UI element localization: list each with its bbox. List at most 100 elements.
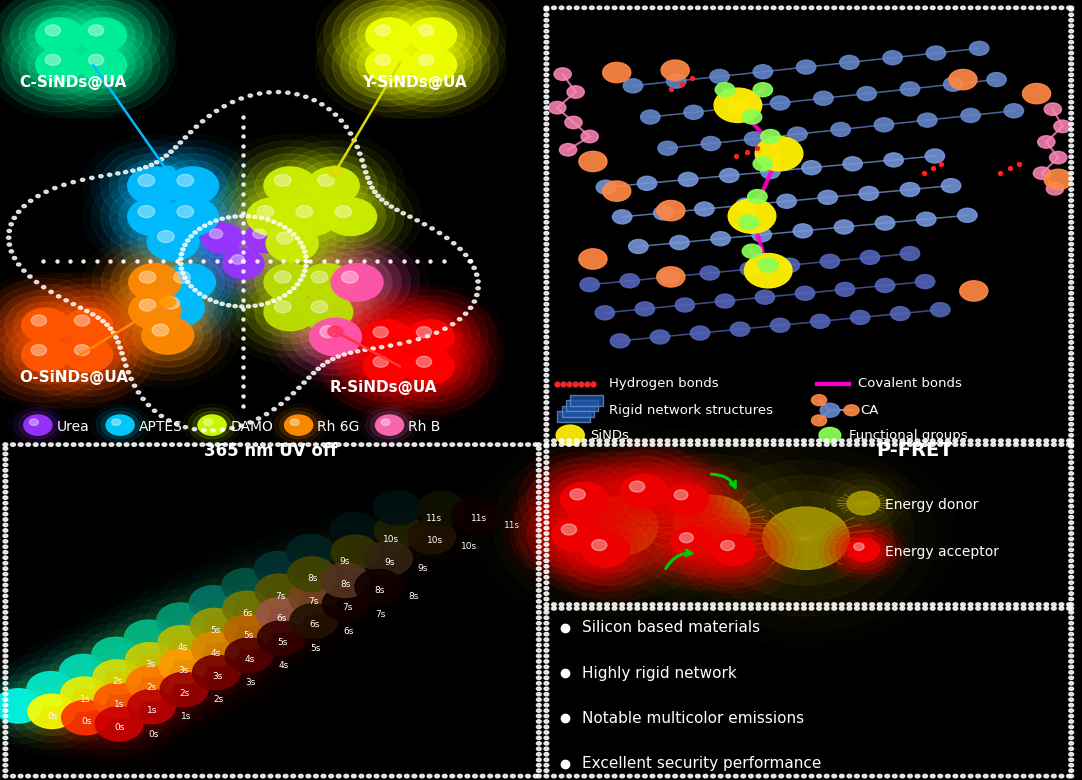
Circle shape	[711, 607, 715, 610]
Circle shape	[756, 443, 761, 446]
Circle shape	[3, 605, 8, 608]
Circle shape	[923, 439, 927, 442]
Circle shape	[544, 221, 549, 224]
Circle shape	[758, 258, 778, 272]
Circle shape	[544, 210, 549, 213]
Circle shape	[239, 424, 243, 427]
Circle shape	[345, 527, 432, 590]
Circle shape	[878, 775, 882, 778]
Circle shape	[364, 484, 431, 532]
Circle shape	[612, 603, 617, 606]
Circle shape	[101, 320, 105, 323]
Circle shape	[51, 670, 118, 718]
Circle shape	[255, 287, 325, 337]
Circle shape	[306, 443, 311, 446]
Circle shape	[620, 6, 624, 9]
Circle shape	[688, 603, 692, 606]
Circle shape	[365, 506, 432, 555]
Circle shape	[1037, 443, 1041, 446]
Circle shape	[1069, 390, 1073, 393]
Circle shape	[1069, 731, 1073, 734]
Circle shape	[2, 23, 117, 106]
Circle shape	[198, 292, 202, 296]
Circle shape	[119, 192, 188, 242]
Circle shape	[366, 319, 496, 413]
Circle shape	[299, 775, 303, 778]
Text: Energy acceptor: Energy acceptor	[885, 545, 999, 559]
Circle shape	[183, 276, 187, 279]
Circle shape	[3, 731, 8, 734]
Text: 3s: 3s	[145, 660, 156, 669]
Circle shape	[71, 180, 76, 183]
Circle shape	[27, 41, 92, 88]
Circle shape	[375, 25, 391, 36]
Circle shape	[537, 452, 541, 456]
Circle shape	[437, 232, 441, 235]
Circle shape	[214, 219, 219, 222]
Circle shape	[299, 161, 368, 211]
Circle shape	[809, 443, 814, 446]
Circle shape	[605, 443, 609, 446]
Circle shape	[900, 775, 905, 778]
Circle shape	[53, 186, 57, 190]
Circle shape	[1069, 633, 1073, 636]
Circle shape	[1069, 161, 1073, 164]
Text: Highly rigid network: Highly rigid network	[582, 665, 737, 681]
Circle shape	[537, 725, 541, 729]
Circle shape	[277, 232, 293, 244]
Circle shape	[518, 775, 523, 778]
Circle shape	[793, 224, 813, 238]
Circle shape	[355, 314, 420, 360]
Circle shape	[1069, 281, 1073, 284]
Circle shape	[650, 439, 655, 442]
Circle shape	[35, 281, 39, 284]
Circle shape	[544, 314, 549, 317]
Text: Rh 6G: Rh 6G	[317, 420, 359, 434]
Circle shape	[739, 215, 758, 229]
Circle shape	[322, 257, 392, 307]
Circle shape	[812, 395, 827, 406]
Circle shape	[118, 682, 185, 731]
Circle shape	[503, 775, 507, 778]
Circle shape	[283, 443, 288, 446]
Circle shape	[70, 12, 135, 58]
Circle shape	[214, 300, 219, 303]
Circle shape	[537, 523, 541, 526]
Circle shape	[129, 264, 181, 301]
Circle shape	[193, 427, 197, 431]
Circle shape	[469, 260, 473, 263]
Circle shape	[330, 296, 445, 378]
Circle shape	[831, 122, 850, 136]
Circle shape	[544, 731, 549, 734]
Circle shape	[537, 747, 541, 750]
Circle shape	[900, 603, 905, 606]
Circle shape	[1067, 607, 1071, 610]
Circle shape	[1038, 136, 1055, 148]
Circle shape	[6, 236, 11, 239]
Circle shape	[734, 603, 738, 606]
Circle shape	[221, 428, 225, 431]
Circle shape	[1029, 6, 1033, 9]
Circle shape	[544, 330, 549, 333]
Circle shape	[832, 607, 836, 610]
Circle shape	[544, 128, 549, 131]
Circle shape	[147, 596, 214, 644]
Circle shape	[968, 439, 973, 442]
Circle shape	[1069, 428, 1073, 431]
Circle shape	[1069, 319, 1073, 322]
Circle shape	[198, 227, 202, 230]
Circle shape	[105, 323, 109, 326]
Circle shape	[289, 154, 378, 218]
Circle shape	[658, 141, 677, 155]
Circle shape	[1069, 177, 1073, 180]
Circle shape	[794, 603, 799, 606]
Circle shape	[1059, 443, 1064, 446]
Circle shape	[417, 338, 421, 341]
Circle shape	[375, 194, 380, 197]
Circle shape	[18, 443, 23, 446]
Circle shape	[756, 603, 761, 606]
Circle shape	[61, 677, 108, 711]
Circle shape	[1029, 439, 1033, 442]
Circle shape	[171, 594, 258, 657]
Circle shape	[94, 683, 142, 718]
